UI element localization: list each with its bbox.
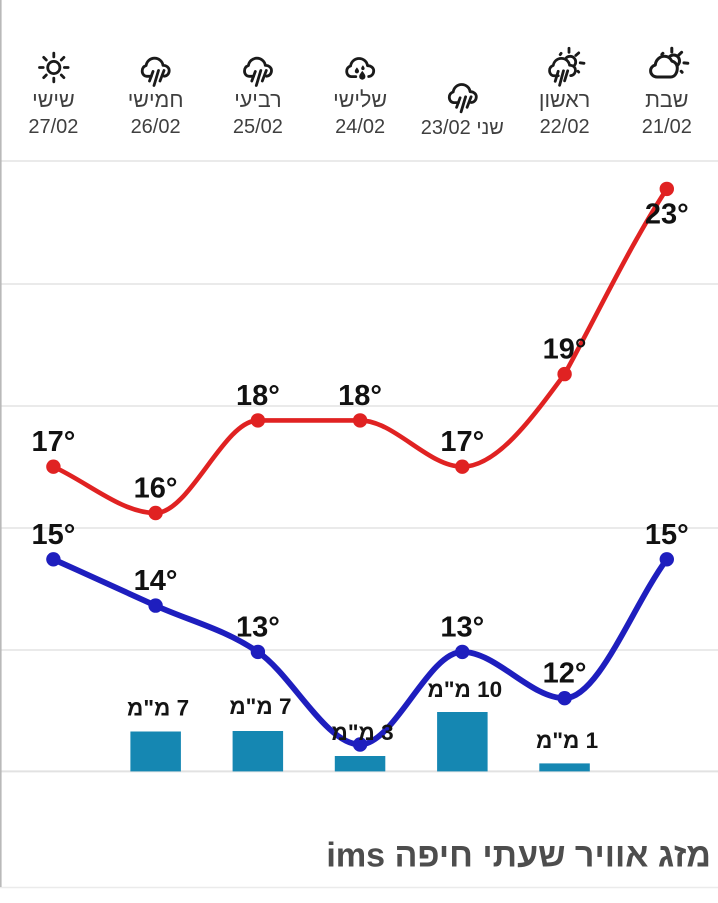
svg-text:23/02 שני: 23/02 שני bbox=[421, 117, 504, 139]
svg-text:21/02: 21/02 bbox=[642, 116, 692, 138]
svg-text:13°: 13° bbox=[440, 611, 484, 643]
svg-text:7 מ"מ: 7 מ"מ bbox=[229, 694, 291, 719]
svg-text:שלישי: שלישי bbox=[333, 88, 387, 112]
svg-text:חמישי: חמישי bbox=[128, 88, 184, 112]
svg-text:23°: 23° bbox=[645, 199, 689, 231]
svg-text:17°: 17° bbox=[31, 426, 75, 458]
svg-text:1 מ"מ: 1 מ"מ bbox=[536, 728, 598, 753]
svg-text:רביעי: רביעי bbox=[234, 88, 281, 112]
svg-text:3 מ"מ: 3 מ"מ bbox=[332, 720, 394, 745]
svg-text:24/02: 24/02 bbox=[335, 116, 385, 138]
svg-text:שישי: שישי bbox=[32, 88, 75, 112]
svg-text:26/02: 26/02 bbox=[131, 116, 181, 138]
svg-text:10 מ"מ: 10 מ"מ bbox=[427, 677, 502, 702]
svg-text:מזג אוויר שעתי חיפה ims: מזג אוויר שעתי חיפה ims bbox=[326, 837, 711, 875]
svg-text:ראשון: ראשון bbox=[539, 88, 590, 112]
svg-text:22/02: 22/02 bbox=[540, 116, 590, 138]
svg-text:15°: 15° bbox=[645, 519, 689, 551]
svg-text:13°: 13° bbox=[236, 611, 280, 643]
svg-text:19°: 19° bbox=[543, 334, 587, 366]
svg-text:7 מ"מ: 7 מ"מ bbox=[127, 696, 189, 721]
svg-text:שבת: שבת bbox=[645, 88, 688, 112]
svg-text:12°: 12° bbox=[543, 658, 587, 690]
svg-text:14°: 14° bbox=[134, 565, 178, 597]
svg-text:18°: 18° bbox=[236, 380, 280, 412]
svg-text:25/02: 25/02 bbox=[233, 116, 283, 138]
svg-text:27/02: 27/02 bbox=[28, 116, 78, 138]
svg-text:18°: 18° bbox=[338, 380, 382, 412]
svg-text:15°: 15° bbox=[31, 519, 75, 551]
svg-text:17°: 17° bbox=[440, 426, 484, 458]
svg-text:16°: 16° bbox=[134, 473, 178, 505]
